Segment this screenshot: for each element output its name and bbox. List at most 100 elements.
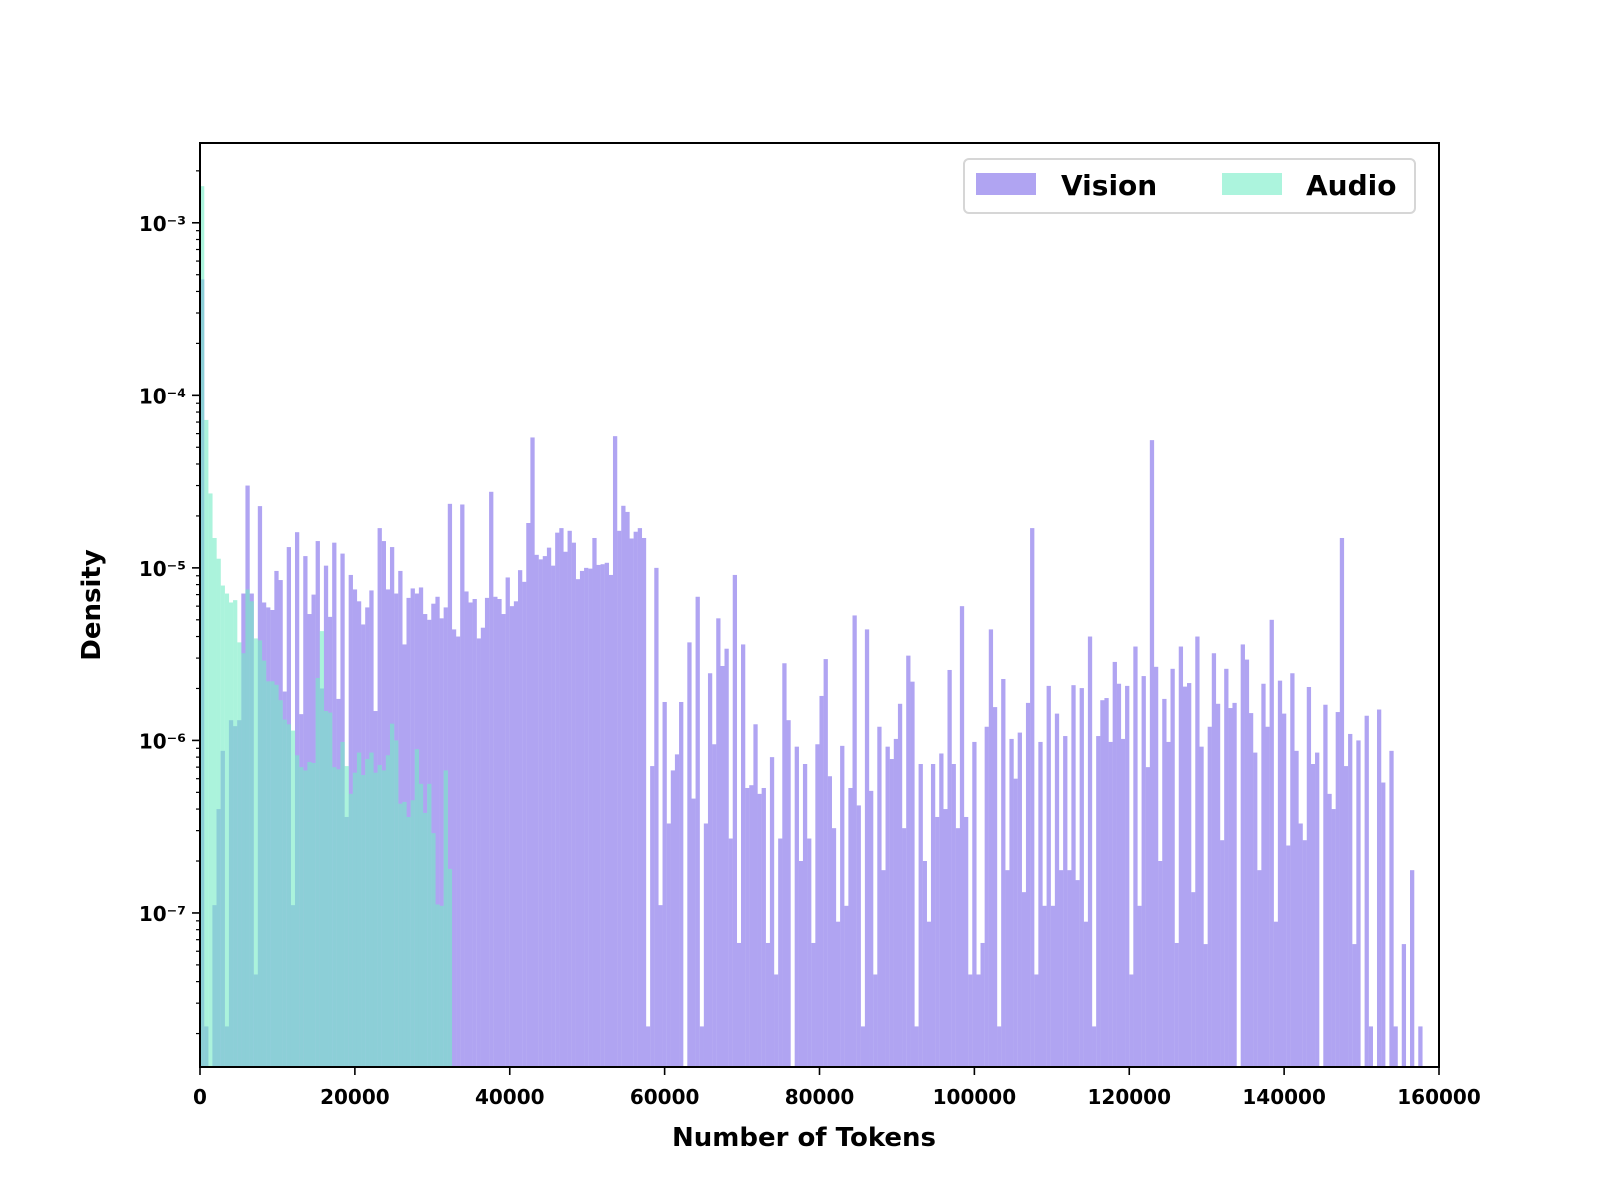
audio-bar-8 (233, 600, 238, 1067)
vision-bar-257 (1261, 683, 1266, 1067)
vision-bar-185 (964, 816, 969, 1067)
x-tick-label: 0 (193, 1085, 207, 1109)
vision-bar-89 (567, 530, 572, 1067)
x-tick-label: 60000 (630, 1085, 700, 1109)
vision-bar-172 (910, 681, 915, 1067)
audio-bar-32 (332, 767, 337, 1067)
vision-bar-159 (856, 805, 861, 1067)
vision-bar-69 (484, 597, 490, 1067)
vision-bar-217 (1096, 736, 1101, 1067)
audio-bar-3 (212, 537, 217, 1067)
vision-bar-239 (1187, 683, 1192, 1067)
vision-bar-227 (1137, 905, 1142, 1067)
audio-bar-42 (373, 772, 378, 1067)
audio-bar-41 (369, 752, 374, 1067)
vision-bar-254 (1248, 713, 1254, 1067)
vision-bar-109 (650, 766, 655, 1067)
vision-bar-154 (835, 921, 841, 1067)
vision-bar-112 (662, 701, 667, 1067)
vision-bar-197 (1013, 778, 1018, 1067)
vision-bar-165 (881, 870, 886, 1067)
vision-bar-58 (439, 618, 444, 1067)
audio-bar-26 (307, 761, 312, 1067)
vision-bar-179 (939, 753, 944, 1067)
vision-bar-157 (848, 787, 853, 1067)
vision-bar-76 (513, 601, 519, 1067)
vision-bar-244 (1207, 726, 1212, 1067)
vision-bar-65 (468, 602, 473, 1067)
vision-bar-223 (1120, 738, 1126, 1067)
vision-bar-173 (914, 1026, 919, 1067)
audio-bar-36 (348, 793, 353, 1067)
vision-bar-224 (1125, 685, 1130, 1067)
vision-bar-205 (1046, 685, 1051, 1067)
vision-bar-107 (641, 537, 647, 1067)
vision-bar-240 (1191, 892, 1196, 1067)
audio-bar-5 (220, 585, 225, 1067)
vision-bar-201 (1030, 528, 1035, 1067)
vision-bar-278 (1348, 733, 1353, 1067)
x-tick-label: 100000 (933, 1085, 1017, 1109)
audio-bar-38 (356, 752, 362, 1067)
vision-bar-139 (774, 974, 779, 1067)
vision-bar-253 (1244, 659, 1250, 1067)
vision-bar-145 (798, 861, 804, 1067)
vision-bar-274 (1331, 809, 1336, 1067)
vision-bar-78 (522, 581, 527, 1067)
vision-bar-260 (1273, 921, 1279, 1067)
audio-bar-56 (431, 833, 436, 1067)
audio-bar-16 (266, 681, 271, 1067)
audio-bar-55 (427, 783, 432, 1067)
vision-bar-220 (1108, 741, 1113, 1067)
audio-bar-0 (200, 186, 205, 1068)
vision-bar-150 (819, 695, 824, 1067)
vision-bar-289 (1393, 1026, 1398, 1067)
y-tick-label: 10⁻⁵ (139, 557, 186, 581)
vision-bar-229 (1145, 767, 1150, 1067)
vision-bar-195 (1005, 870, 1010, 1067)
vision-bar-208 (1058, 870, 1064, 1067)
vision-bar-188 (976, 974, 981, 1067)
vision-bar-242 (1199, 746, 1204, 1067)
audio-bar-13 (253, 638, 258, 1067)
vision-bar-111 (658, 905, 663, 1067)
vision-bar-256 (1257, 870, 1262, 1067)
vision-bar-90 (571, 542, 576, 1067)
vision-bar-116 (679, 701, 684, 1067)
vision-bar-166 (885, 746, 890, 1067)
vision-bar-94 (588, 568, 593, 1067)
audio-bar-34 (340, 741, 345, 1067)
audio-bar-53 (418, 783, 424, 1067)
x-tick-label: 20000 (320, 1085, 390, 1109)
audio-bar-48 (398, 803, 403, 1067)
vision-bar-87 (559, 528, 564, 1067)
vision-bar-80 (530, 437, 535, 1067)
vision-bar-161 (864, 629, 870, 1067)
vision-bar-156 (844, 905, 849, 1067)
vision-bar-67 (476, 638, 481, 1067)
audio-bar-23 (294, 755, 300, 1067)
vision-bar-269 (1310, 764, 1316, 1067)
vision-bar-158 (852, 615, 857, 1067)
audio-bar-58 (439, 905, 444, 1067)
vision-bar-64 (464, 591, 469, 1067)
vision-bar-210 (1067, 870, 1072, 1067)
vision-bar-268 (1306, 686, 1312, 1067)
audio-bar-44 (381, 770, 386, 1067)
vision-bar-191 (988, 629, 994, 1067)
audio-bar-35 (344, 766, 349, 1067)
audio-bar-7 (228, 602, 234, 1067)
vision-bar-164 (877, 726, 882, 1067)
audio-bar-19 (278, 700, 283, 1067)
vision-bar-267 (1302, 840, 1307, 1067)
audio-bar-18 (274, 684, 279, 1067)
vision-bar-174 (918, 764, 923, 1067)
vision-bar-214 (1083, 921, 1089, 1067)
audio-bar-12 (249, 601, 254, 1067)
vision-bar-280 (1356, 740, 1361, 1067)
vision-bar-171 (906, 655, 911, 1067)
vision-bar-285 (1376, 709, 1382, 1067)
vision-bar-206 (1050, 905, 1056, 1067)
vision-bar-259 (1269, 619, 1274, 1067)
vision-bar-74 (505, 577, 510, 1067)
